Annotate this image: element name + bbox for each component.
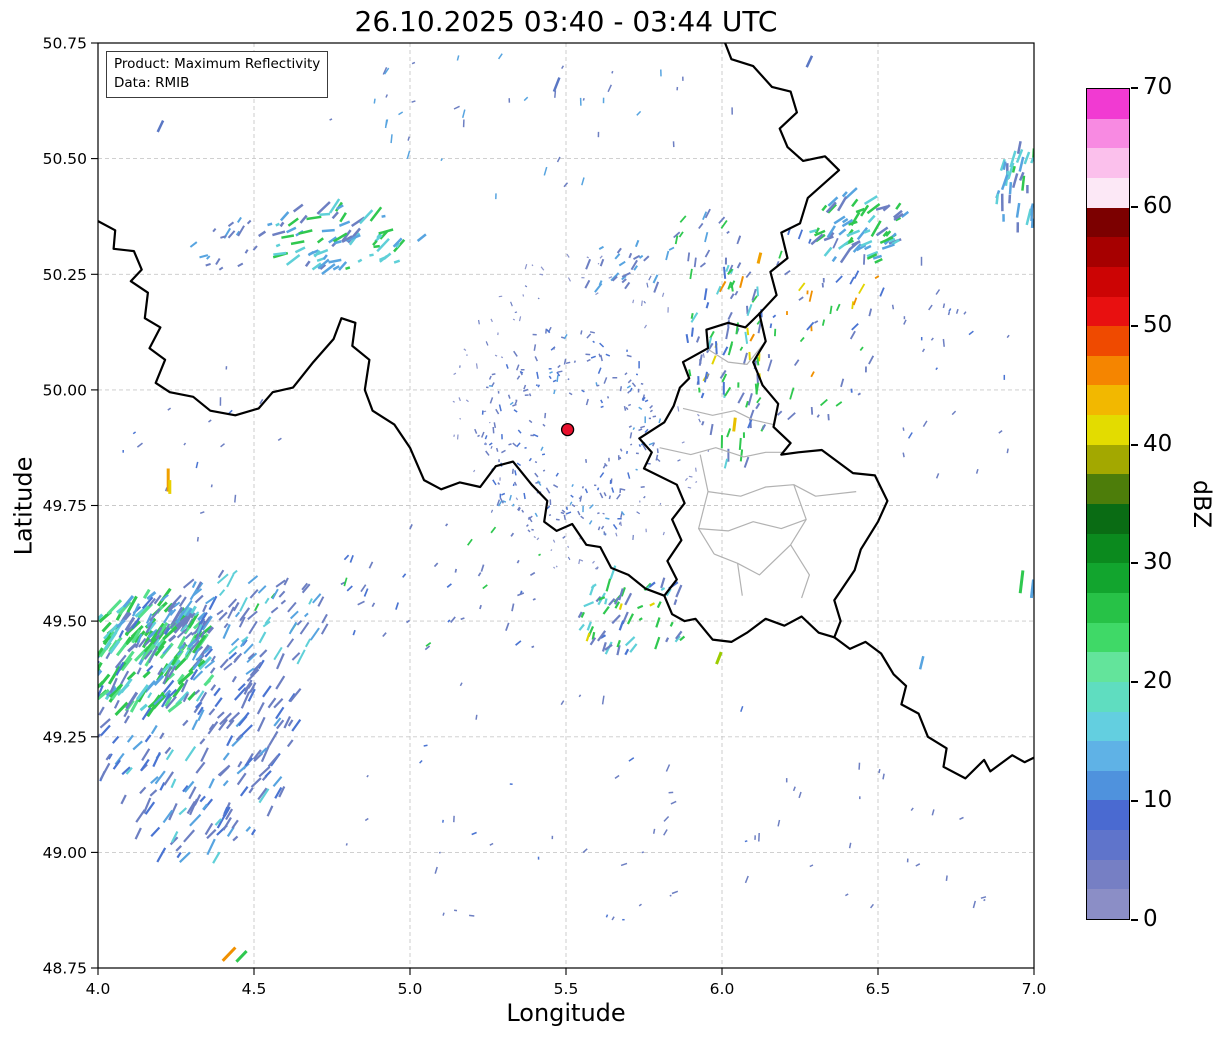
- colorbar-swatch: [1087, 177, 1129, 208]
- annotation-source-line: Data: RMIB: [114, 74, 190, 91]
- svg-text:5.5: 5.5: [554, 980, 579, 998]
- colorbar-swatch: [1087, 326, 1129, 356]
- colorbar-tick-mark: [1131, 800, 1138, 803]
- svg-text:49.75: 49.75: [43, 497, 87, 515]
- colorbar-label: dBZ: [1188, 479, 1217, 529]
- radar-plot-canvas: 4.0 4.5 5.0 5.5 6.0 6.5 7.0 48.75 49.00 49.25 49.5…: [43, 35, 1047, 999]
- colorbar-swatch: [1087, 770, 1129, 801]
- product-annotation: Product: Maximum Reflectivity Data: RMIB: [106, 51, 329, 98]
- gridlines: [97, 42, 1035, 969]
- colorbar-swatch: [1087, 266, 1129, 297]
- svg-text:49.25: 49.25: [43, 728, 87, 746]
- svg-text:4.0: 4.0: [86, 980, 111, 998]
- chart-title: 26.10.2025 03:40 - 03:44 UTC: [354, 5, 778, 38]
- colorbar-swatch: [1087, 118, 1129, 149]
- y-axis-label: Latitude: [9, 456, 37, 555]
- plot-frame: [97, 42, 1035, 969]
- colorbar-swatch: [1087, 592, 1129, 623]
- colorbar-swatch: [1087, 652, 1129, 682]
- colorbar-swatch: [1087, 504, 1129, 534]
- colorbar-tick-mark: [1131, 205, 1138, 208]
- svg-text:50.00: 50.00: [43, 381, 87, 399]
- svg-text:49.50: 49.50: [43, 613, 87, 631]
- svg-text:50.50: 50.50: [43, 150, 87, 168]
- colorbar-swatch: [1087, 237, 1129, 267]
- colorbar-swatch: [1087, 681, 1129, 712]
- colorbar-swatch: [1087, 800, 1129, 831]
- colorbar-tick-mark: [1131, 919, 1138, 921]
- colorbar-tick-label: 20: [1143, 668, 1173, 695]
- svg-text:5.0: 5.0: [398, 980, 423, 998]
- colorbar-tick-label: 30: [1143, 549, 1173, 576]
- colorbar-tick-label: 60: [1143, 192, 1173, 219]
- svg-text:6.0: 6.0: [710, 980, 735, 998]
- svg-text:49.00: 49.00: [43, 844, 87, 862]
- colorbar-tick-mark: [1131, 681, 1138, 684]
- annotation-product-line: Product: Maximum Reflectivity: [114, 56, 321, 72]
- svg-text:7.0: 7.0: [1022, 980, 1047, 998]
- colorbar-ticks: 0 10 20 30 40 50 60 70: [1130, 76, 1219, 931]
- colorbar-swatch: [1087, 385, 1129, 416]
- colorbar-swatch: [1087, 622, 1129, 653]
- plot-area: 4.0 4.5 5.0 5.5 6.0 6.5 7.0 48.75 49.00 49.25 49.5…: [43, 35, 1047, 999]
- colorbar-swatch: [1087, 207, 1129, 238]
- national-borders: [98, 43, 1034, 780]
- colorbar-tick-mark: [1131, 562, 1138, 565]
- colorbar-swatch: [1087, 296, 1129, 327]
- colorbar-tick-label: 10: [1143, 787, 1173, 814]
- colorbar-swatch: [1087, 741, 1129, 771]
- colorbar-swatch: [1087, 474, 1129, 505]
- svg-text:48.75: 48.75: [43, 960, 87, 978]
- radar-site-marker: [560, 422, 575, 437]
- colorbar-gradient: [1086, 88, 1130, 920]
- colorbar-tick-label: 0: [1143, 906, 1158, 932]
- radar-echoes: [98, 53, 1034, 963]
- colorbar-swatch: [1087, 889, 1129, 919]
- colorbar-swatch: [1087, 355, 1129, 386]
- svg-text:50.75: 50.75: [43, 35, 87, 53]
- svg-text:4.5: 4.5: [242, 980, 267, 998]
- regional-borders: [659, 340, 857, 599]
- colorbar-label-wrap: dBZ: [1182, 88, 1219, 920]
- colorbar-tick-mark: [1131, 324, 1138, 327]
- x-axis-label: Longitude: [506, 999, 626, 1027]
- axis-ticks: [91, 42, 1035, 975]
- colorbar-swatch: [1087, 830, 1129, 860]
- colorbar-tick-mark: [1131, 87, 1138, 89]
- colorbar-swatch: [1087, 415, 1129, 445]
- colorbar-tick-label: 50: [1143, 311, 1173, 338]
- colorbar-swatch: [1087, 859, 1129, 890]
- colorbar-swatch: [1087, 563, 1129, 593]
- svg-text:6.5: 6.5: [866, 980, 891, 998]
- colorbar-swatch: [1087, 711, 1129, 742]
- colorbar: 0 10 20 30 40 50 60 70 dBZ: [1086, 76, 1216, 931]
- colorbar-swatch: [1087, 89, 1129, 119]
- colorbar-swatch: [1087, 444, 1129, 475]
- colorbar-swatch: [1087, 148, 1129, 178]
- colorbar-swatch: [1087, 533, 1129, 564]
- axis-tick-labels: 4.0 4.5 5.0 5.5 6.0 6.5 7.0 48.75 49.00 49.25 49.5…: [43, 35, 1047, 999]
- colorbar-tick-mark: [1131, 443, 1138, 446]
- svg-text:50.25: 50.25: [43, 266, 87, 284]
- colorbar-tick-label: 40: [1143, 430, 1173, 457]
- y-axis-label-wrap: Latitude: [2, 43, 44, 968]
- colorbar-tick-label: 70: [1143, 74, 1173, 100]
